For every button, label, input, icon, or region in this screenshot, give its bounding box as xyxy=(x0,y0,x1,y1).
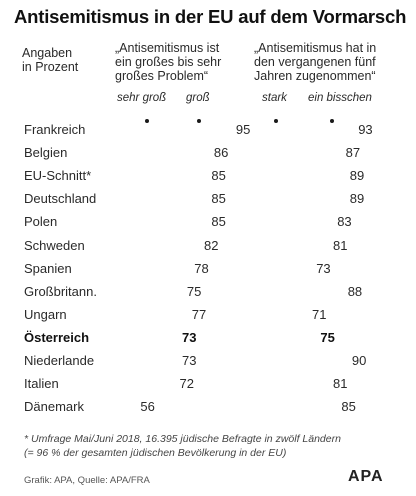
row-country-label: Großbritann. xyxy=(24,283,97,299)
marker-dot xyxy=(197,119,201,123)
row-country-label: Italien xyxy=(24,376,59,392)
row-country-label: Niederlande xyxy=(24,353,95,368)
value-problem: 73 xyxy=(182,329,197,345)
value-increase: 87 xyxy=(345,145,361,161)
row-country-label: Deutschland xyxy=(24,191,97,207)
column-header-increase: „Antisemitismus hat in den vergangenen f… xyxy=(254,41,377,83)
subheader-strong: stark xyxy=(262,92,287,104)
value-increase: 85 xyxy=(341,399,356,415)
value-problem: 78 xyxy=(194,260,209,276)
row-country-label: Polen xyxy=(24,214,58,230)
chart-title: Antisemitismus in der EU auf dem Vormars… xyxy=(14,6,407,27)
row-country-label: EU-Schnitt* xyxy=(24,168,92,184)
value-problem: 77 xyxy=(191,306,207,322)
value-increase: 83 xyxy=(337,214,352,230)
value-increase: 89 xyxy=(349,191,365,207)
row-country-label: Belgien xyxy=(24,145,68,161)
row-country-label: Österreich xyxy=(24,329,90,345)
value-problem: 95 xyxy=(235,122,251,137)
value-problem: 56 xyxy=(140,399,155,415)
value-increase: 81 xyxy=(333,237,348,253)
value-increase: 90 xyxy=(351,353,367,368)
row-country-label: Schweden xyxy=(24,237,85,253)
marker-dot xyxy=(330,119,334,123)
subheader-very-big: sehr groß xyxy=(117,92,167,104)
value-increase: 71 xyxy=(312,306,327,322)
value-problem: 73 xyxy=(182,353,197,368)
value-problem: 86 xyxy=(213,145,229,161)
value-problem: 75 xyxy=(186,283,202,299)
value-increase: 81 xyxy=(333,376,348,392)
unit-header: Angaben in Prozent xyxy=(22,46,79,74)
row-country-label: Ungarn xyxy=(24,306,67,322)
source-credit: Grafik: APA, Quelle: APA/FRA xyxy=(24,475,150,486)
value-increase: 75 xyxy=(320,329,335,345)
apa-logo: APA xyxy=(348,468,384,486)
value-increase: 88 xyxy=(347,283,363,299)
footnote: * Umfrage Mai/Juni 2018, 16.395 jüdische… xyxy=(24,433,341,459)
apa-logo-text: APA xyxy=(348,468,384,485)
subheader-a-little: ein bisschen xyxy=(308,92,372,104)
marker-dot xyxy=(145,119,149,123)
value-problem: 85 xyxy=(211,191,226,207)
value-problem: 85 xyxy=(211,214,226,230)
value-increase: 73 xyxy=(316,260,331,276)
row-country-label: Dänemark xyxy=(24,399,84,415)
marker-dot xyxy=(274,119,278,123)
subheader-big: groß xyxy=(186,92,210,104)
row-country-label: Frankreich xyxy=(24,122,86,137)
value-increase: 89 xyxy=(349,168,365,184)
value-increase: 93 xyxy=(358,122,373,137)
value-problem: 85 xyxy=(211,168,226,184)
value-problem: 72 xyxy=(179,376,195,392)
value-problem: 82 xyxy=(204,237,219,253)
row-country-label: Spanien xyxy=(24,260,72,276)
column-header-problem: „Antisemitismus ist ein großes bis sehr … xyxy=(115,41,222,83)
